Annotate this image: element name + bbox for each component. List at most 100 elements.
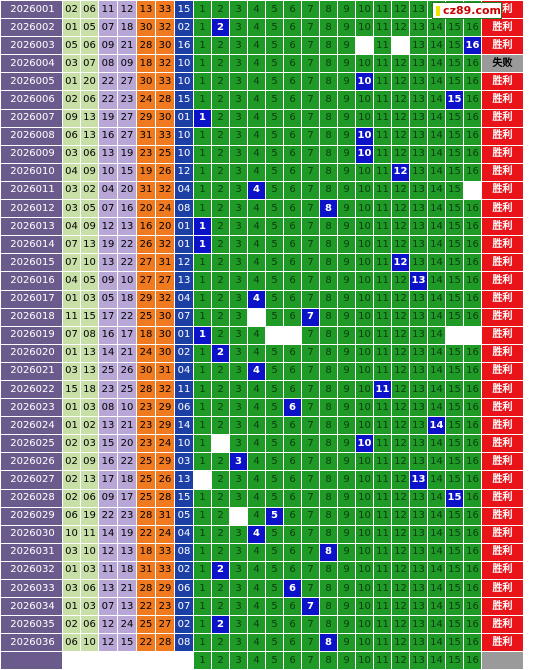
footer-blank [117,651,137,670]
hit-cell: 1 [193,325,212,345]
drawn-number: 31 [136,126,156,146]
grid-cell: 2 [211,235,230,255]
drawn-number: 25 [136,615,156,635]
grid-cell: 10 [355,542,374,562]
grid-cell: 10 [355,416,374,436]
grid-cell: 13 [409,416,428,436]
grid-cell: 5 [265,271,284,291]
grid-cell: 12 [391,199,410,219]
drawn-number: 17 [117,325,137,345]
drawn-number: 19 [136,162,156,182]
grid-cell: 15 [445,597,464,617]
grid-cell: 3 [229,615,248,635]
grid-cell: 5 [265,524,284,544]
hit-cell: 6 [283,398,302,418]
drawn-number: 30 [136,361,156,381]
drawn-number: 32 [155,235,175,255]
grid-cell: 15 [445,470,464,490]
issue-number: 2026033 [0,578,63,599]
grid-cell: 1 [193,72,212,92]
drawn-number: 09 [117,54,137,74]
drawn-number: 13 [80,470,99,490]
grid-cell: 1 [193,398,212,418]
grid-cell: 13 [409,506,428,526]
grid-cell: 5 [265,542,284,562]
special-number: 06 [174,398,194,418]
drawn-number: 14 [98,343,118,363]
site-logo[interactable]: cz89.com [432,2,502,19]
drawn-number: 22 [136,633,156,653]
grid-cell: 3 [229,217,248,237]
drawn-number: 11 [98,0,118,20]
table-row: 2026023 01 03 08 10 23 29 06 1 2 3 4 5 6 7 8 9 10 11 12 13 14… [0,398,524,418]
footer-grid-cell: 7 [301,651,320,670]
grid-cell: 7 [301,90,320,110]
grid-cell: 6 [283,560,302,581]
grid-cell: 11 [373,144,392,164]
special-number: 12 [174,253,194,273]
drawn-number: 10 [62,524,81,544]
grid-cell: 13 [409,434,428,454]
drawn-number: 02 [62,434,81,454]
drawn-number: 16 [117,199,137,219]
hit-cell: 12 [391,162,410,182]
drawn-number: 15 [80,307,99,327]
grid-cell: 11 [373,36,392,56]
grid-cell: 4 [247,144,266,164]
special-number: 15 [174,0,194,20]
grid-cell: 13 [409,36,428,56]
grid-cell: 15 [445,560,464,581]
grid-cell: 15 [445,615,464,635]
grid-cell: 2 [211,361,230,381]
grid-cell: 14 [427,560,446,581]
grid-cell: 4 [247,271,266,291]
grid-cell: 13 [409,18,428,38]
drawn-number: 06 [80,90,99,110]
grid-cell: 14 [427,271,446,291]
grid-cell: 1 [193,361,212,381]
grid-cell: 16 [463,271,482,291]
grid-cell: 3 [229,54,248,74]
grid-cell: 5 [265,126,284,146]
grid-cell: 16 [463,398,482,418]
grid-cell: 5 [265,235,284,255]
grid-cell: 11 [373,271,392,291]
grid-cell: 10 [355,253,374,273]
grid-cell: 6 [283,72,302,92]
drawn-number: 29 [155,452,175,472]
grid-cell: 4 [247,253,266,273]
drawn-number: 30 [155,36,175,56]
drawn-number: 32 [155,180,175,201]
hit-cell: 10 [355,434,374,454]
drawn-number: 19 [80,506,99,526]
grid-cell: 8 [319,307,338,327]
drawn-number: 02 [62,90,81,110]
grid-cell: 10 [355,108,374,128]
hit-cell: 15 [445,488,464,508]
grid-cell: 9 [337,398,356,418]
result-badge: 胜利 [481,253,524,273]
grid-cell: 6 [283,361,302,381]
grid-cell: 12 [391,633,410,653]
drawn-number: 01 [62,597,81,617]
grid-cell: 2 [211,416,230,436]
grid-cell: 16 [463,542,482,562]
drawn-number: 18 [136,325,156,345]
drawn-number: 21 [117,578,137,599]
drawn-number: 01 [62,416,81,436]
grid-cell: 8 [319,235,338,255]
grid-cell: 12 [391,470,410,490]
grid-cell: 1 [193,144,212,164]
grid-cell: 5 [265,90,284,110]
grid-cell: 15 [445,416,464,436]
grid-cell: 6 [283,144,302,164]
logo-text: cz89.com [443,4,501,17]
grid-cell: 11 [373,90,392,110]
grid-cell: 10 [355,361,374,381]
grid-cell: 6 [283,54,302,74]
grid-cell: 15 [445,506,464,526]
grid-cell: 2 [211,108,230,128]
grid-cell: 5 [265,217,284,237]
grid-cell: 6 [283,36,302,56]
drawn-number: 17 [98,307,118,327]
